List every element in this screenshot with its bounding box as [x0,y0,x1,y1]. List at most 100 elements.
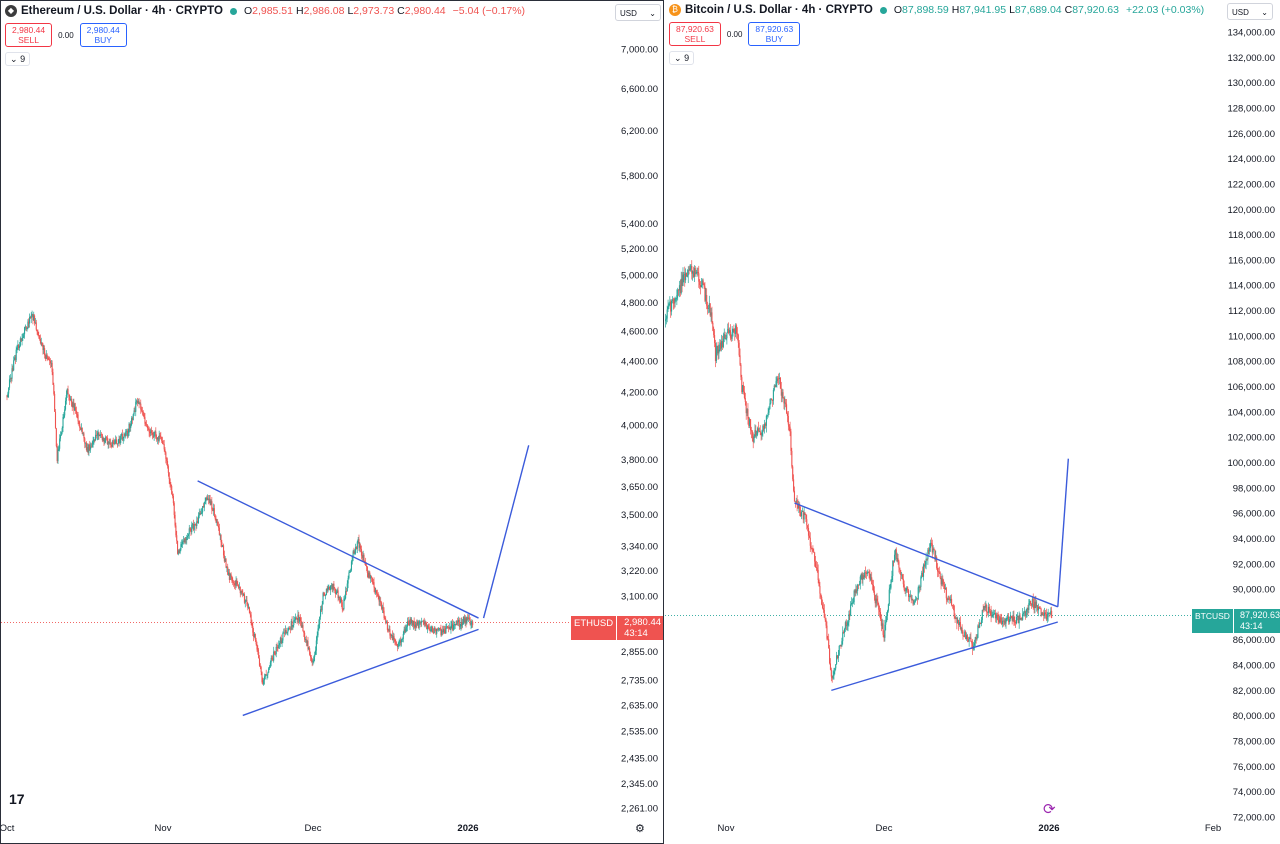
candle-body [941,578,943,585]
eth-symbol-title[interactable]: Ethereum / U.S. Dollar · 4h · CRYPTO [21,5,223,17]
candle-body [375,590,378,594]
candle-body [167,466,169,473]
y-tick-label: 80,000.00 [1233,711,1275,722]
candle-body [755,430,757,436]
candle-body [906,587,908,589]
candle-body [927,549,929,560]
candle-body [890,580,892,588]
candle-body [919,586,921,588]
candle-body [110,444,113,447]
candle-body [294,617,296,620]
candle-body [1008,616,1010,623]
btc-buy-button[interactable]: 87,920.63 BUY [748,22,801,46]
candle-body [1030,600,1032,605]
candle-body [82,433,84,435]
candle-body [112,441,114,443]
eth-chart-svg[interactable]: 7,000.00 6,600.00 6,200.00 5,800.00 5,400.00… [1,1,663,843]
btc-currency-select[interactable]: USD ⌄ [1227,3,1273,20]
candle-body [767,412,769,416]
candle-body [179,549,181,554]
eth-indicators-toggle[interactable]: ⌄ 9 [5,52,31,66]
candle-body [943,581,945,585]
candle-body [118,438,120,444]
y-tick-label: 102,000.00 [1227,433,1275,444]
x-tick-label: Dec [876,823,893,834]
btc-price-tag-value: 87,920.63 [1239,610,1280,620]
y-tick-label: 104,000.00 [1227,407,1275,418]
candle-body [974,637,976,644]
candle-body [923,564,925,567]
candle-body [152,434,154,438]
candle-body [326,588,328,591]
y-tick-label: 3,800.00 [621,455,658,466]
candle-body [674,298,676,304]
candle-body [245,600,247,602]
candle-body [932,548,934,553]
candle-body [377,593,379,596]
candle-body [376,593,378,595]
btc-sell-button[interactable]: 87,920.63 SELL [669,22,721,46]
candle-body [286,632,288,634]
eth-buy-button[interactable]: 2,980.44 BUY [79,23,127,47]
ohlc-value: 87,898.59 [902,4,949,16]
candle-body [54,411,57,429]
candle-body [471,621,473,624]
candle-body [1021,618,1023,620]
candle-body [436,628,438,634]
candle-body [800,512,802,517]
settings-icon[interactable]: ⚙ [635,823,645,835]
candle-body [102,437,104,441]
candle-body [1041,613,1043,616]
candle-body [15,349,17,361]
y-tick-label: 5,200.00 [621,244,658,255]
eth-sell-button[interactable]: 2,980.44 SELL [5,23,53,47]
candle-body [11,368,13,379]
candle-body [107,442,109,445]
candle-body [965,631,967,640]
candle-body [472,621,474,626]
candle-body [991,615,993,617]
candle-body [915,598,918,600]
candle-body [900,569,902,575]
candle-body [302,625,304,632]
y-tick-label: 78,000.00 [1233,737,1275,748]
candle-body [63,415,65,418]
candle-body [1026,607,1028,612]
candle-body [83,433,85,439]
candle-body [925,558,927,565]
x-tick-label: 2026 [457,823,478,834]
candle-body [831,676,833,679]
btc-chart-pane[interactable]: 134,000.00 132,000.00 130,000.00 128,000.00… [665,0,1280,844]
candle-body [314,654,316,657]
candle-body [18,345,21,348]
eth-currency-select[interactable]: USD ⌄ [615,4,661,21]
candle-body [851,602,853,604]
candle-body [227,566,229,575]
btc-symbol-title[interactable]: Bitcoin / U.S. Dollar · 4h · CRYPTO [685,4,873,16]
y-tick-label: 3,340.00 [621,541,658,552]
eth-chart-pane[interactable]: 7,000.00 6,600.00 6,200.00 5,800.00 5,400.00… [0,0,664,844]
candle-body [936,567,939,572]
candle-body [796,500,798,505]
candle-body [1043,613,1045,616]
candle-body [35,322,37,330]
candle-body [391,634,393,636]
candle-body [192,523,194,530]
btc-chart-svg[interactable]: 134,000.00 132,000.00 130,000.00 128,000.00… [665,0,1280,844]
candle-body [269,662,271,667]
btc-indicators-toggle[interactable]: ⌄ 9 [669,51,695,65]
candle-body [111,441,113,447]
candle-body [10,378,12,380]
candle-body [994,612,996,614]
candle-body [335,588,337,594]
candle-body [7,393,9,398]
candle-body [413,620,415,625]
candle-body [841,641,843,647]
candle-body [833,671,835,676]
candle-body [283,632,285,634]
replay-icon[interactable]: ⟳ [1043,801,1056,818]
candle-body [1050,610,1052,614]
candle-body [176,535,178,541]
candle-body [824,617,826,620]
candle-body [23,334,25,338]
